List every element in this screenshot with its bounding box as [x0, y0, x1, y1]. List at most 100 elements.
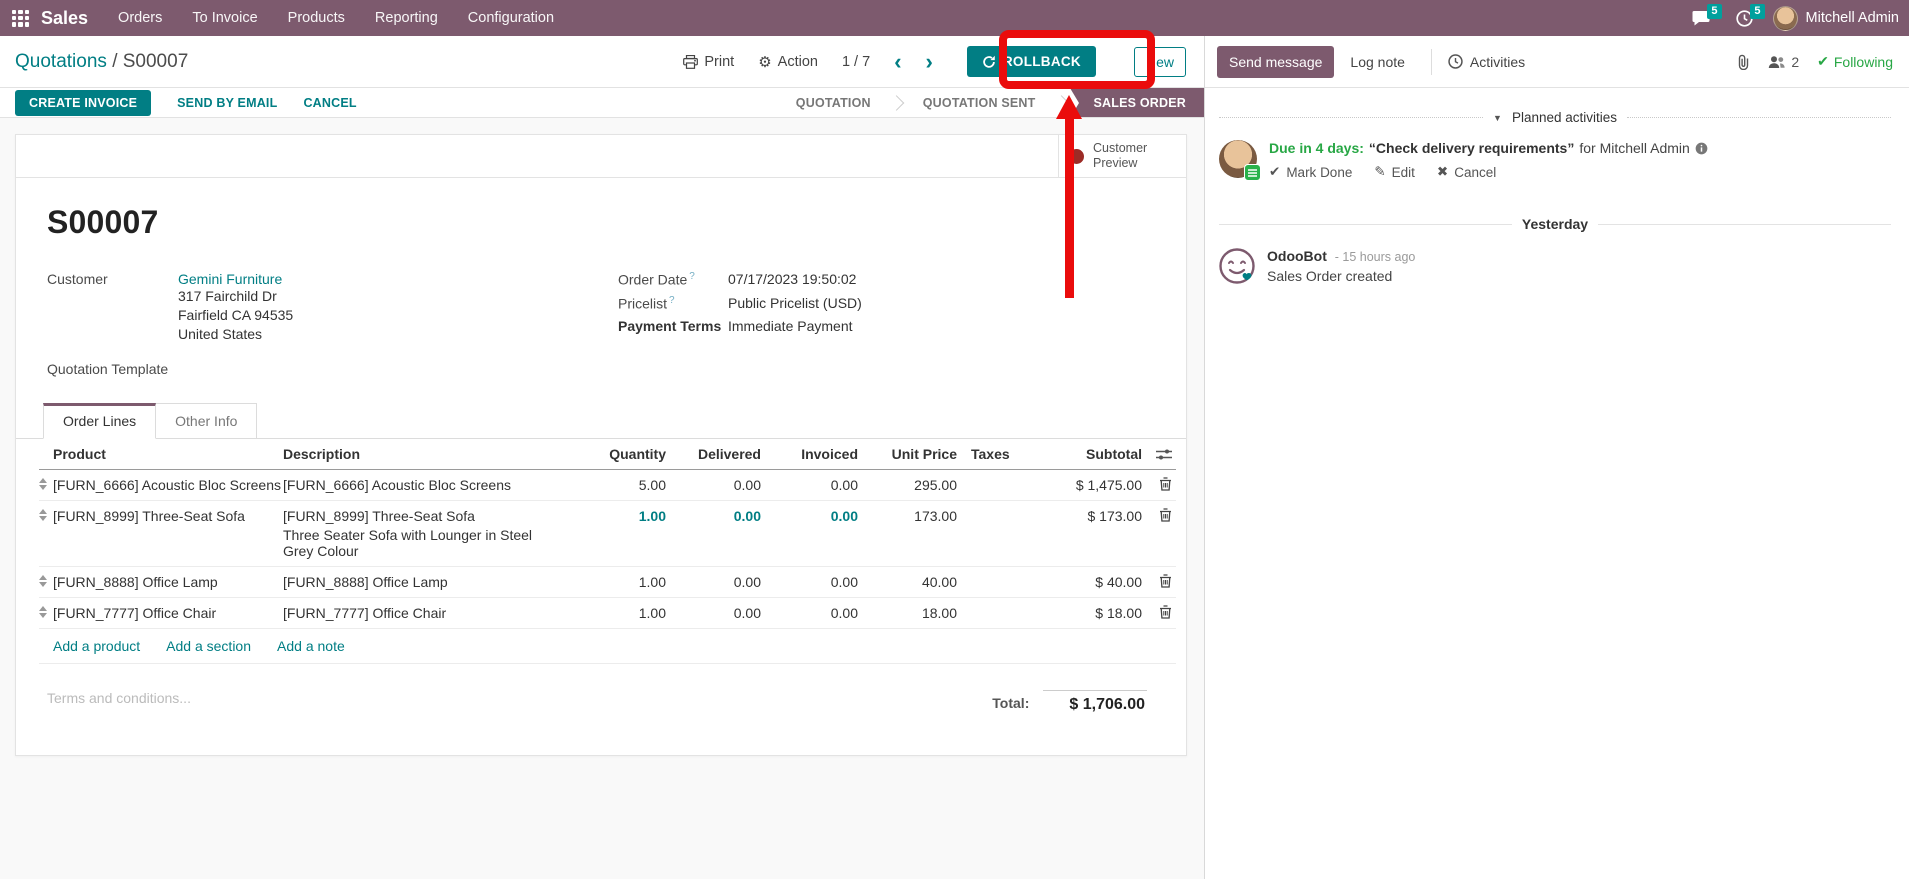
status-step-quotation[interactable]: QUOTATION — [795, 95, 871, 110]
breadcrumb-quotations[interactable]: Quotations — [15, 50, 107, 72]
menu-products[interactable]: Products — [287, 10, 345, 26]
add-section-link[interactable]: Add a section — [166, 638, 252, 654]
drag-handle-icon[interactable] — [39, 509, 48, 521]
cell-description[interactable]: [FURN_8999] Three-Seat Sofa Three Seater… — [283, 508, 533, 559]
cell-delivered[interactable]: 0.00 — [733, 605, 761, 621]
header-taxes[interactable]: Taxes — [971, 446, 1010, 462]
menu-to-invoice[interactable]: To Invoice — [192, 10, 258, 26]
total-amount: $ 1,706.00 — [1043, 690, 1147, 714]
cancel-activity-button[interactable]: ✖ Cancel — [1436, 164, 1497, 180]
menu-configuration[interactable]: Configuration — [467, 10, 555, 26]
cell-quantity[interactable]: 1.00 — [638, 574, 666, 590]
cell-subtotal: $ 18.00 — [1095, 605, 1142, 621]
table-row[interactable]: [FURN_6666] Acoustic Bloc Screens [FURN_… — [39, 470, 1176, 501]
log-note-button[interactable]: Log note — [1350, 53, 1405, 70]
header-subtotal[interactable]: Subtotal — [1086, 446, 1142, 462]
drag-handle-icon[interactable] — [39, 575, 48, 587]
customer-link[interactable]: Gemini Furniture — [178, 271, 283, 287]
pager-next-icon[interactable]: › — [925, 48, 933, 74]
optional-columns-icon[interactable] — [1142, 448, 1176, 461]
rollback-button[interactable]: ROLLBACK — [966, 46, 1096, 77]
drag-handle-icon[interactable] — [39, 478, 48, 490]
cell-unit-price[interactable]: 18.00 — [921, 605, 957, 621]
header-product[interactable]: Product — [53, 446, 106, 462]
mark-done-button[interactable]: ✔ Mark Done — [1269, 164, 1353, 180]
print-button[interactable]: Print — [683, 54, 734, 70]
cell-quantity[interactable]: 5.00 — [638, 477, 666, 493]
apps-grid-icon[interactable] — [12, 9, 29, 27]
pricelist-value[interactable]: Public Pricelist (USD) — [728, 294, 862, 311]
table-row[interactable]: [FURN_7777] Office Chair [FURN_7777] Off… — [39, 598, 1176, 629]
delete-row-icon[interactable] — [1142, 574, 1176, 588]
check-icon: ✔ — [1817, 53, 1829, 69]
cell-description[interactable]: [FURN_7777] Office Chair — [283, 605, 447, 621]
terms-and-conditions-input[interactable]: Terms and conditions... — [47, 690, 191, 706]
cell-description[interactable]: [FURN_8888] Office Lamp — [283, 574, 448, 590]
menu-reporting[interactable]: Reporting — [374, 10, 438, 26]
send-message-button[interactable]: Send message — [1217, 45, 1335, 78]
cell-invoiced[interactable]: 0.00 — [830, 605, 858, 621]
notebook-tabs: Order Lines Other Info — [16, 402, 1186, 439]
delete-row-icon[interactable] — [1142, 508, 1176, 522]
cell-product[interactable]: [FURN_7777] Office Chair — [53, 605, 217, 621]
header-delivered[interactable]: Delivered — [697, 446, 761, 462]
planned-activities-divider[interactable]: ▼ Planned activities — [1219, 110, 1891, 125]
create-invoice-button[interactable]: CREATE INVOICE — [15, 89, 152, 116]
cell-description[interactable]: [FURN_6666] Acoustic Bloc Screens — [283, 477, 511, 493]
payment-terms-label: Payment Terms — [618, 318, 722, 335]
tab-order-lines[interactable]: Order Lines — [43, 403, 157, 439]
followers-button[interactable]: 2 — [1768, 54, 1799, 70]
cell-delivered[interactable]: 0.00 — [733, 508, 761, 524]
cell-product[interactable]: [FURN_8999] Three-Seat Sofa — [53, 508, 245, 524]
tab-other-info[interactable]: Other Info — [156, 403, 258, 439]
following-button[interactable]: ✔ Following — [1817, 53, 1893, 70]
status-step-sales-order[interactable]: SALES ORDER — [1069, 88, 1204, 118]
delete-row-icon[interactable] — [1142, 477, 1176, 491]
add-product-link[interactable]: Add a product — [53, 638, 141, 654]
paperclip-icon[interactable] — [1736, 54, 1750, 70]
activities-menu[interactable]: 5 — [1735, 3, 1765, 27]
customer-preview-button[interactable]: Customer Preview — [1058, 135, 1186, 177]
order-date-value[interactable]: 07/17/2023 19:50:02 — [728, 271, 857, 287]
info-icon[interactable] — [1695, 142, 1708, 155]
order-date-label: Order Date? — [618, 271, 695, 288]
cell-invoiced[interactable]: 0.00 — [830, 508, 858, 524]
drag-handle-icon[interactable] — [39, 606, 48, 618]
status-step-quotation-sent[interactable]: QUOTATION SENT — [922, 95, 1036, 110]
cell-unit-price[interactable]: 40.00 — [921, 574, 957, 590]
payment-terms-value[interactable]: Immediate Payment — [728, 318, 853, 335]
app-name[interactable]: Sales — [41, 7, 89, 28]
header-unit-price[interactable]: Unit Price — [891, 446, 957, 462]
header-invoiced[interactable]: Invoiced — [801, 446, 858, 462]
edit-activity-button[interactable]: ✎ Edit — [1374, 164, 1415, 180]
cell-invoiced[interactable]: 0.00 — [830, 477, 858, 493]
schedule-activity-button[interactable]: Activities — [1448, 54, 1525, 70]
table-row[interactable]: [FURN_8999] Three-Seat Sofa [FURN_8999] … — [39, 501, 1176, 567]
message-timestamp: - 15 hours ago — [1334, 250, 1416, 264]
breadcrumb: Quotations / S00007 — [15, 50, 189, 72]
menu-orders[interactable]: Orders — [118, 10, 163, 26]
main-menu: Orders To Invoice Products Reporting Con… — [118, 10, 554, 26]
pager-prev-icon[interactable]: ‹ — [894, 48, 902, 74]
cell-delivered[interactable]: 0.00 — [733, 477, 761, 493]
cell-delivered[interactable]: 0.00 — [733, 574, 761, 590]
new-button[interactable]: New — [1133, 46, 1186, 77]
action-button[interactable]: ⚙ Action — [758, 53, 818, 71]
message-author[interactable]: OdooBot — [1267, 248, 1327, 264]
table-row[interactable]: [FURN_8888] Office Lamp [FURN_8888] Offi… — [39, 567, 1176, 598]
cell-unit-price[interactable]: 295.00 — [914, 477, 957, 493]
header-quantity[interactable]: Quantity — [609, 446, 666, 462]
messages-menu[interactable]: 5 — [1692, 4, 1722, 26]
cell-product[interactable]: [FURN_6666] Acoustic Bloc Screens — [53, 477, 281, 493]
cancel-button[interactable]: CANCEL — [303, 95, 357, 110]
send-by-email-button[interactable]: SEND BY EMAIL — [177, 95, 278, 110]
cell-quantity[interactable]: 1.00 — [638, 508, 666, 524]
add-note-link[interactable]: Add a note — [277, 638, 345, 654]
cell-product[interactable]: [FURN_8888] Office Lamp — [53, 574, 218, 590]
cell-quantity[interactable]: 1.00 — [638, 605, 666, 621]
cell-unit-price[interactable]: 173.00 — [914, 508, 957, 524]
cell-invoiced[interactable]: 0.00 — [830, 574, 858, 590]
delete-row-icon[interactable] — [1142, 605, 1176, 619]
user-menu[interactable]: Mitchell Admin — [1772, 5, 1899, 31]
header-description[interactable]: Description — [283, 446, 361, 462]
